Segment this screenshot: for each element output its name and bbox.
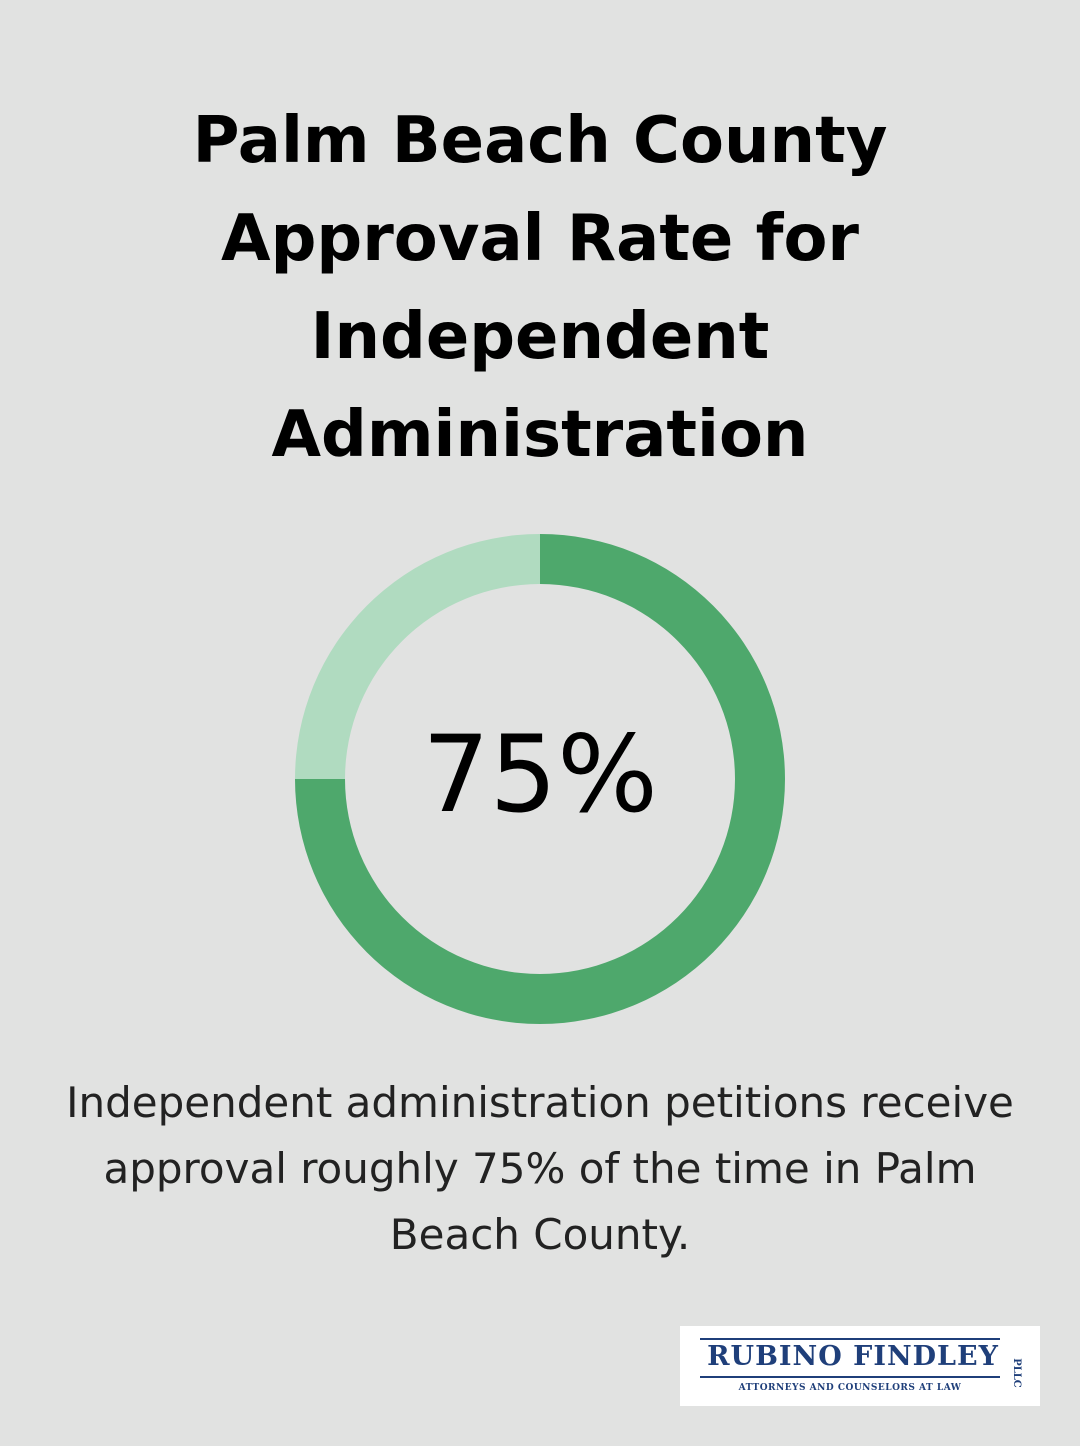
logo-firm-name: RUBINO FINDLEY (707, 1341, 999, 1372)
firm-logo: RUBINO FINDLEY ATTORNEYS AND COUNSELORS … (680, 1326, 1040, 1406)
chart-title: Palm Beach County Approval Rate for Inde… (192, 104, 888, 472)
donut-chart-svg (295, 534, 785, 1024)
logo-top-rule (700, 1338, 1000, 1340)
center-percentage: 75% (422, 713, 658, 836)
donut-slice-remainder (295, 534, 540, 779)
logo-tagline: ATTORNEYS AND COUNSELORS AT LAW (738, 1383, 962, 1393)
donut-chart (290, 529, 790, 1029)
chart-caption: Independent administration petitions rec… (66, 1078, 1014, 1259)
logo-suffix: PLLC (1011, 1358, 1022, 1388)
logo-divider (700, 1376, 1000, 1378)
